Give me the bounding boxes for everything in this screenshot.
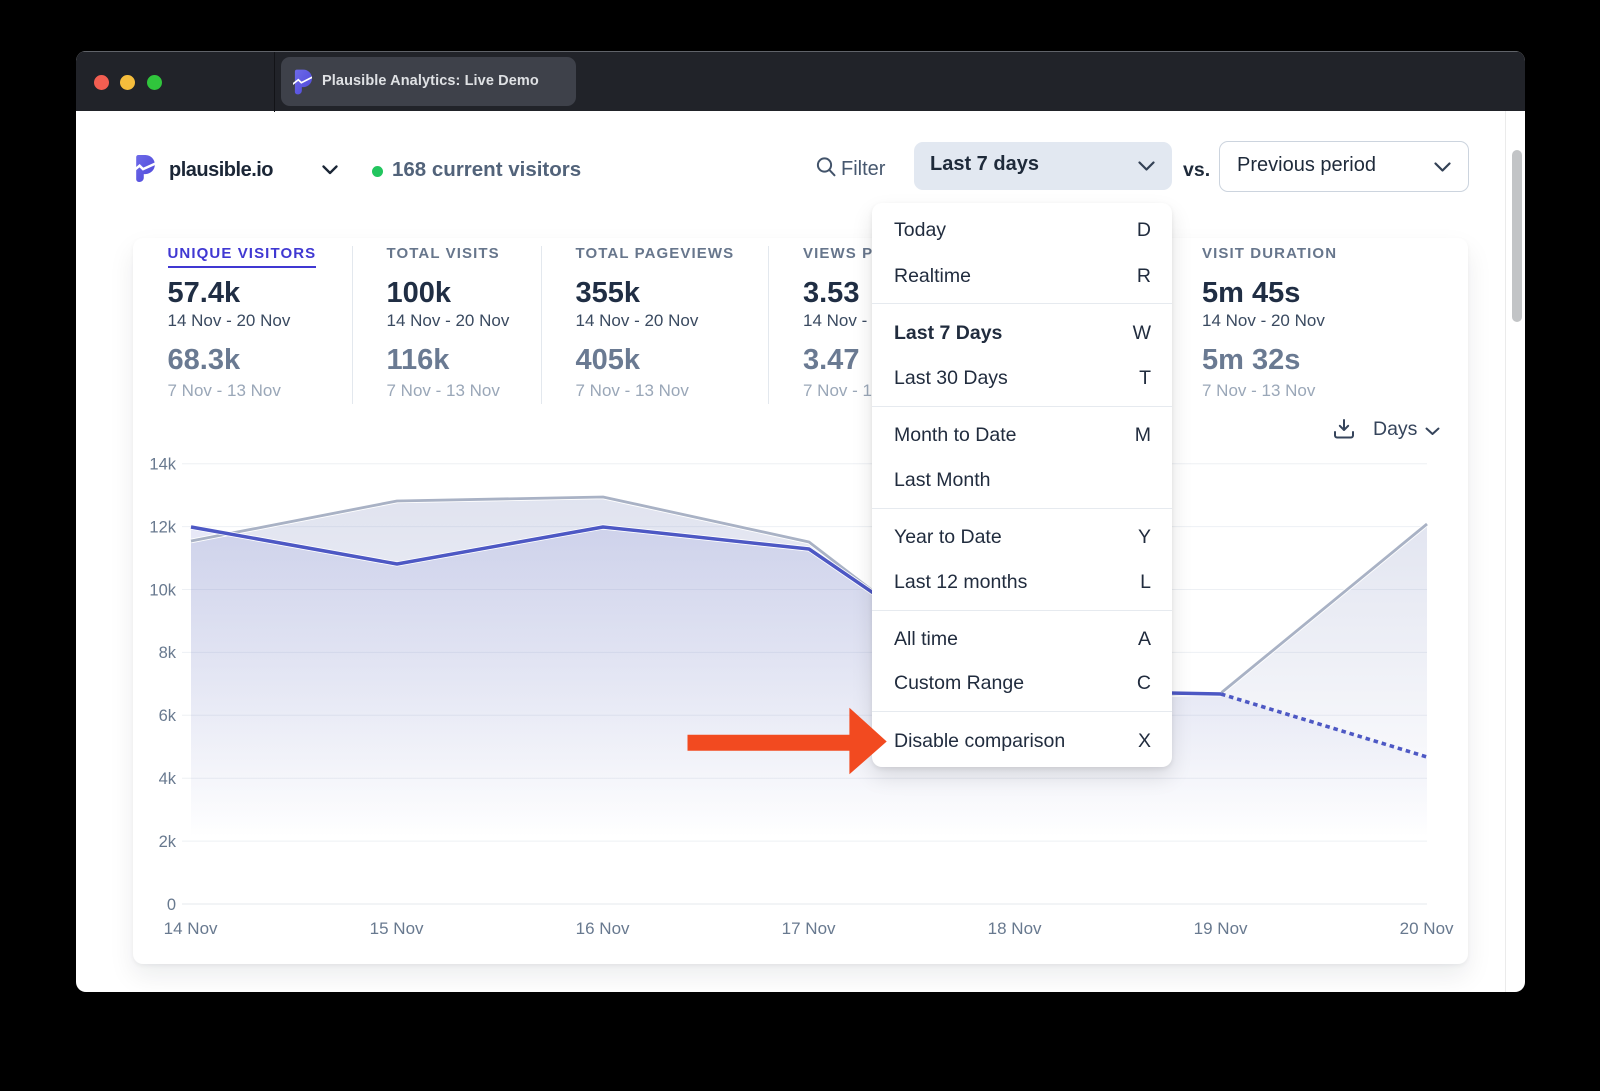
- svg-text:4k: 4k: [159, 770, 177, 788]
- svg-text:14k: 14k: [149, 456, 176, 474]
- svg-text:19 Nov: 19 Nov: [1194, 919, 1248, 938]
- svg-text:16 Nov: 16 Nov: [576, 919, 630, 938]
- svg-text:10k: 10k: [149, 581, 176, 599]
- svg-text:17 Nov: 17 Nov: [782, 919, 836, 938]
- svg-text:0: 0: [167, 896, 176, 914]
- svg-text:6k: 6k: [159, 707, 177, 725]
- svg-text:18 Nov: 18 Nov: [988, 919, 1042, 938]
- svg-text:15 Nov: 15 Nov: [370, 919, 424, 938]
- svg-text:12k: 12k: [149, 518, 176, 536]
- svg-text:2k: 2k: [159, 833, 177, 851]
- svg-text:14 Nov: 14 Nov: [164, 919, 218, 938]
- svg-text:20 Nov: 20 Nov: [1400, 919, 1454, 938]
- svg-text:8k: 8k: [159, 644, 177, 662]
